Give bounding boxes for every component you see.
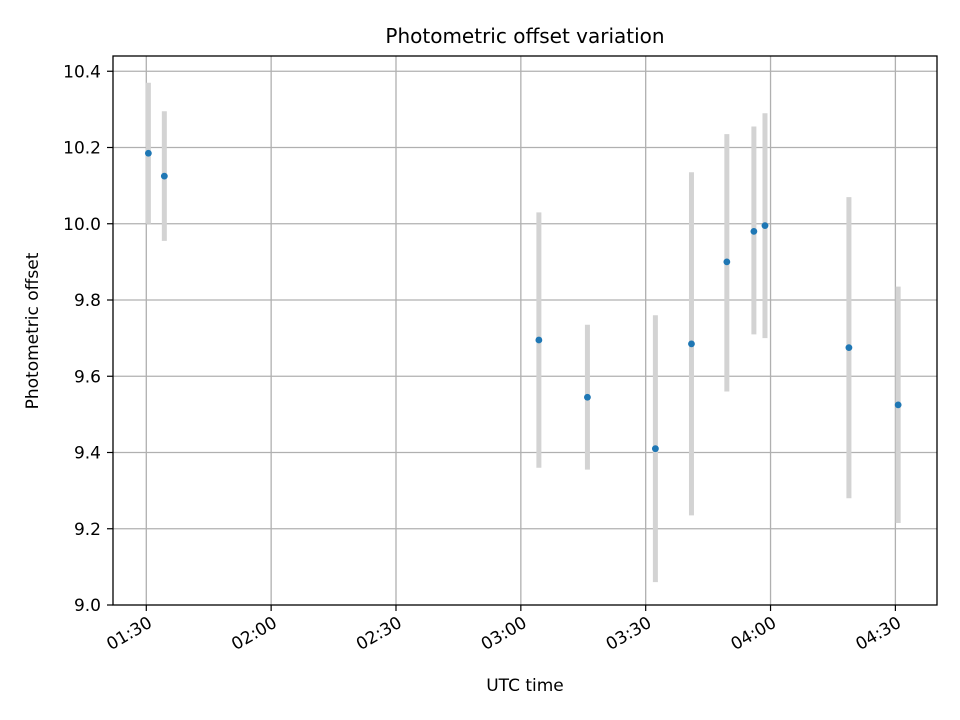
data-point — [894, 401, 902, 409]
x-axis-title: UTC time — [486, 676, 564, 696]
data-point — [160, 172, 168, 180]
y-tick-label: 9.2 — [74, 520, 101, 540]
grid-lines — [113, 56, 937, 605]
y-tick-label: 9.6 — [74, 367, 101, 387]
data-point — [535, 336, 543, 344]
data-point — [845, 344, 853, 352]
y-tick-label: 10.4 — [63, 62, 101, 82]
data-point — [651, 445, 659, 453]
data-point — [761, 222, 769, 230]
y-axis-ticks: 9.0 9.2 9.4 9.6 9.8 10.0 10.2 10.4 — [63, 62, 113, 616]
data-point — [723, 258, 731, 266]
data-point — [750, 227, 758, 235]
chart-title: Photometric offset variation — [385, 24, 664, 48]
y-tick-label: 10.0 — [63, 215, 101, 235]
data-points — [144, 149, 902, 453]
y-tick-label: 9.4 — [74, 444, 101, 464]
y-tick-label: 9.0 — [74, 596, 101, 616]
data-point — [144, 149, 152, 157]
data-point — [688, 340, 695, 348]
y-tick-label: 9.8 — [74, 291, 101, 311]
data-point — [584, 393, 591, 401]
y-tick-label: 10.2 — [63, 139, 101, 159]
plot-frame — [112, 55, 938, 606]
y-axis-title: Photometric offset — [23, 252, 43, 409]
